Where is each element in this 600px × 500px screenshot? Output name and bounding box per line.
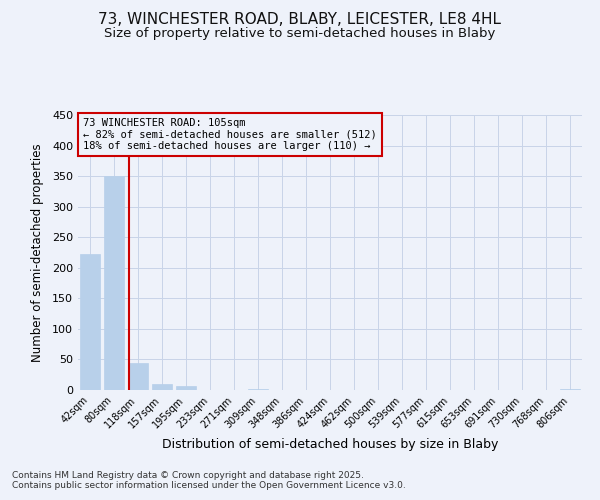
Bar <box>248 389 268 390</box>
Text: Size of property relative to semi-detached houses in Blaby: Size of property relative to semi-detach… <box>104 28 496 40</box>
Bar <box>128 362 148 390</box>
Bar <box>104 176 124 390</box>
Text: Contains HM Land Registry data © Crown copyright and database right 2025.
Contai: Contains HM Land Registry data © Crown c… <box>12 470 406 490</box>
Text: 73 WINCHESTER ROAD: 105sqm
← 82% of semi-detached houses are smaller (512)
18% o: 73 WINCHESTER ROAD: 105sqm ← 82% of semi… <box>83 118 377 151</box>
Bar <box>152 384 172 390</box>
Bar <box>560 389 580 390</box>
X-axis label: Distribution of semi-detached houses by size in Blaby: Distribution of semi-detached houses by … <box>162 438 498 451</box>
Y-axis label: Number of semi-detached properties: Number of semi-detached properties <box>31 143 44 362</box>
Text: 73, WINCHESTER ROAD, BLABY, LEICESTER, LE8 4HL: 73, WINCHESTER ROAD, BLABY, LEICESTER, L… <box>98 12 502 28</box>
Bar <box>80 254 100 390</box>
Bar <box>176 386 196 390</box>
